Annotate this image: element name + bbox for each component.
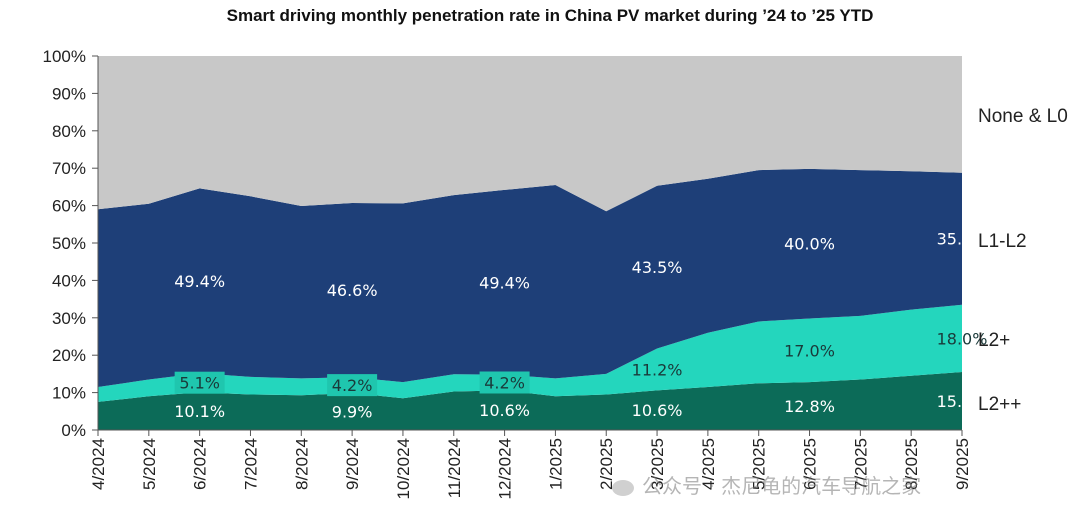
x-tick-label: 1/2025 xyxy=(546,438,565,490)
y-tick-label: 20% xyxy=(52,346,86,365)
x-tick-label: 8/2025 xyxy=(902,438,921,490)
data-label-l2: 4.2% xyxy=(484,374,525,393)
area-l2 xyxy=(98,372,962,430)
y-tick-label: 0% xyxy=(61,421,86,440)
x-tick-label: 10/2024 xyxy=(394,438,413,499)
data-label-l2: 17.0% xyxy=(784,341,835,360)
data-label-l1-l2: 46.6% xyxy=(327,281,378,300)
x-tick-label: 4/2024 xyxy=(89,438,108,490)
x-tick-label: 3/2025 xyxy=(648,438,667,490)
wechat-icon xyxy=(612,479,634,496)
x-tick-label: 9/2024 xyxy=(343,438,362,490)
x-tick-label: 5/2024 xyxy=(140,438,159,490)
data-label-l1-l2: 49.4% xyxy=(479,273,530,292)
legend-label-none-l0: None & L0 xyxy=(978,106,1068,127)
x-tick-label: 11/2024 xyxy=(445,438,464,498)
x-tick-label: 8/2024 xyxy=(292,438,311,490)
legend: L2++ L2+ L1-L2 None & L0 xyxy=(978,106,1068,415)
x-tick-label: 6/2025 xyxy=(801,438,820,490)
y-tick-label: 50% xyxy=(52,234,86,253)
y-tick-label: 40% xyxy=(52,271,86,290)
data-label-l2: 5.1% xyxy=(179,374,220,393)
data-label-bg xyxy=(479,371,530,394)
chart-title: Smart driving monthly penetration rate i… xyxy=(226,6,874,25)
x-tick-label: 7/2024 xyxy=(241,438,260,490)
data-label-l1-l2: 40.0% xyxy=(784,235,835,254)
y-tick-label: 70% xyxy=(52,159,86,178)
data-label-l2: 15.5% xyxy=(937,392,988,411)
axes: 0% 10% 20% 30% 40% 50% 60% 70% 80% 90% 100% 4/2024 5… xyxy=(43,47,972,499)
area-l1-l2 xyxy=(98,168,962,387)
y-tick-label: 80% xyxy=(52,122,86,141)
x-tick-label: 7/2025 xyxy=(851,438,870,490)
x-tick-label: 12/2024 xyxy=(496,438,515,499)
data-label-l2: 9.9% xyxy=(332,402,373,421)
data-label-l2: 10.6% xyxy=(632,401,683,420)
area-l2 xyxy=(98,304,962,402)
data-labels: 10.1% 9.9% 10.6% 10.6% 12.8% 15.5% 5.1% 4.2% 4.2… xyxy=(174,230,987,422)
data-label-l2: 12.8% xyxy=(784,397,835,416)
data-label-l1-l2: 49.4% xyxy=(174,272,225,291)
data-label-bg xyxy=(327,374,378,397)
y-tick-label: 100% xyxy=(43,47,86,66)
x-tick-label: 6/2024 xyxy=(191,438,210,490)
data-label-l2: 4.2% xyxy=(332,376,373,395)
y-tick-label: 90% xyxy=(52,84,86,103)
legend-label-l2: L2+ xyxy=(978,330,1010,351)
x-tick-label: 5/2025 xyxy=(750,438,769,490)
watermark-text: 公众号 · 杰尼龟的汽车导航之家 xyxy=(642,474,922,498)
y-tick-label: 10% xyxy=(52,384,86,403)
area-layers xyxy=(98,56,962,430)
data-label-l2: 18.0% xyxy=(937,329,988,348)
data-label-bg xyxy=(174,371,225,394)
watermark: 公众号 · 杰尼龟的汽车导航之家 xyxy=(612,470,921,499)
legend-label-l2: L2++ xyxy=(978,394,1021,415)
y-tick-label: 60% xyxy=(52,197,86,216)
y-tick-label: 30% xyxy=(52,309,86,328)
data-label-l2: 11.2% xyxy=(632,360,683,379)
x-tick-label: 4/2025 xyxy=(699,438,718,490)
area-none-l0 xyxy=(98,56,962,212)
x-tick-label: 2/2025 xyxy=(597,438,616,490)
data-label-l1-l2: 43.5% xyxy=(632,258,683,277)
legend-label-l1-l2: L1-L2 xyxy=(978,231,1027,252)
x-tick-label: 9/2025 xyxy=(953,438,972,490)
data-label-l2: 10.1% xyxy=(174,402,225,421)
data-label-l1-l2: 35.3% xyxy=(937,230,988,249)
data-label-l2: 10.6% xyxy=(479,401,530,420)
